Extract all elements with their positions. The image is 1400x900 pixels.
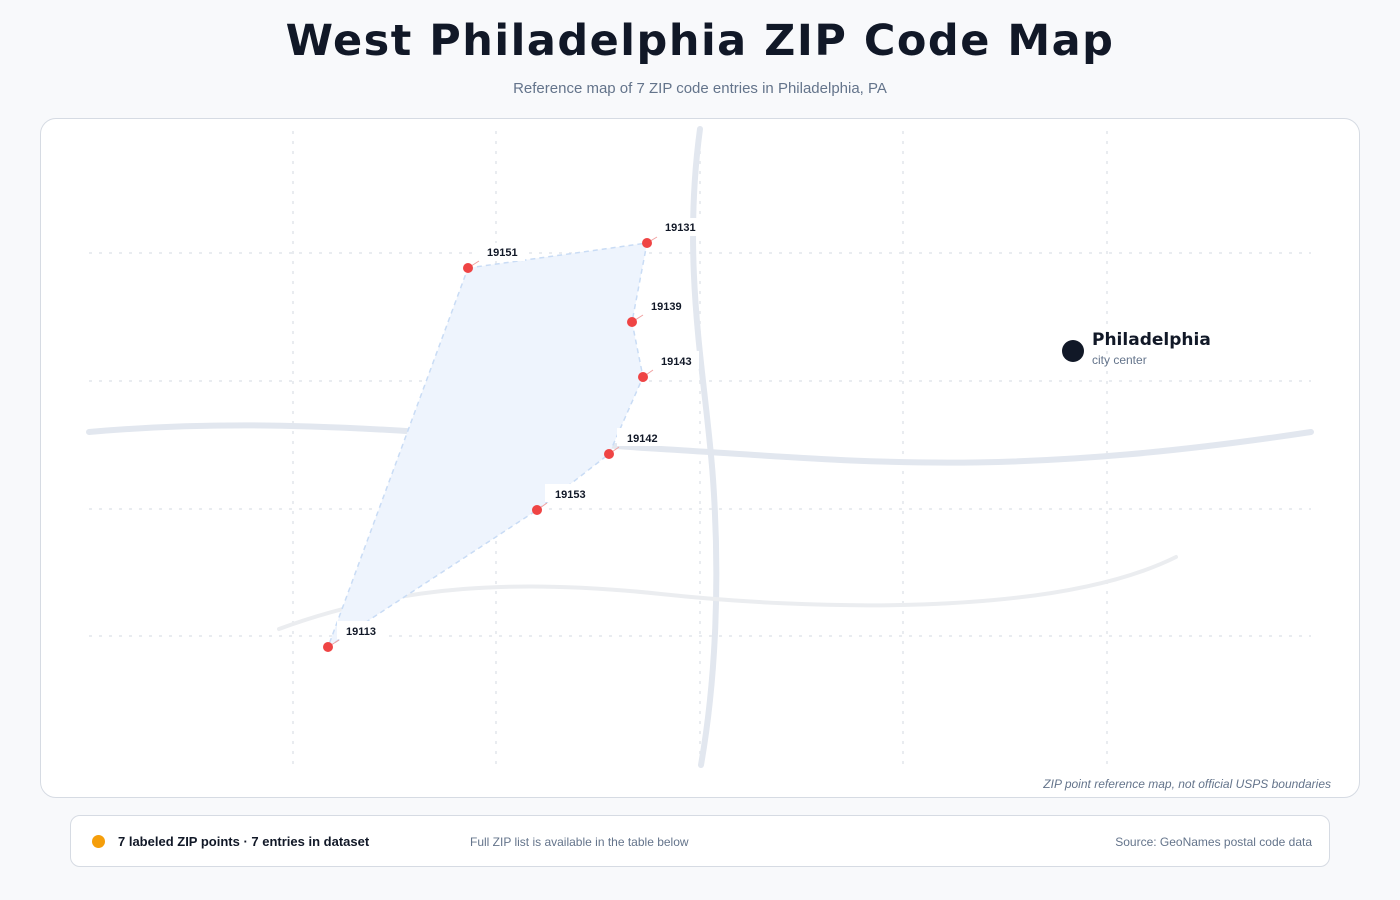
zip-label-bg	[641, 296, 689, 314]
zip-label-bg	[617, 428, 665, 446]
legend-swatch	[92, 835, 105, 848]
zip-markers[interactable]: 19131 19151 19139 19143	[323, 218, 703, 652]
zip-point[interactable]: 19142	[604, 428, 665, 459]
map-panel[interactable]: 19131 19151 19139 19143	[40, 118, 1360, 798]
road-north-south	[690, 126, 720, 768]
zip-label: 19151	[487, 247, 518, 259]
zip-point[interactable]: 19139	[627, 296, 689, 327]
zip-marker[interactable]	[463, 263, 473, 273]
zip-label: 19139	[651, 301, 682, 313]
road-east-west	[86, 422, 1314, 466]
map-disclaimer: ZIP point reference map, not official US…	[1043, 777, 1331, 791]
zip-label-bg	[651, 351, 699, 369]
source-credit: Source: GeoNames postal code data	[1115, 835, 1312, 849]
zip-label-bg	[655, 218, 703, 236]
zip-marker[interactable]	[323, 642, 333, 652]
zip-list-note: Full ZIP list is available in the table …	[470, 835, 689, 849]
zip-point[interactable]: 19143	[638, 351, 699, 382]
page-subtitle: Reference map of 7 ZIP code entries in P…	[513, 80, 887, 97]
zip-point[interactable]: 19131	[642, 218, 703, 248]
zip-label: 19142	[627, 433, 658, 445]
zip-point[interactable]: 19113	[323, 621, 385, 652]
zip-marker[interactable]	[532, 505, 542, 515]
city-name: Philadelphia	[1092, 330, 1211, 350]
legend-bar: 7 labeled ZIP points · 7 entries in data…	[70, 815, 1330, 867]
zip-point[interactable]: 19151	[463, 243, 525, 273]
city-marker[interactable]	[1062, 340, 1084, 362]
zip-label-bg	[545, 484, 593, 502]
zip-marker[interactable]	[627, 317, 637, 327]
zip-marker[interactable]	[604, 449, 614, 459]
zip-label: 19143	[661, 356, 692, 368]
zip-label-bg	[477, 243, 525, 261]
zip-label: 19113	[346, 626, 376, 638]
zip-marker[interactable]	[642, 238, 652, 248]
map-canvas[interactable]: 19131 19151 19139 19143	[41, 119, 1359, 797]
coverage-area	[326, 242, 648, 649]
city-subtitle: city center	[1092, 353, 1147, 367]
city-marker-group[interactable]: Philadelphia city center	[1062, 330, 1211, 367]
zip-marker[interactable]	[638, 372, 648, 382]
zip-label: 19131	[665, 222, 696, 234]
page-title: West Philadelphia ZIP Code Map	[285, 16, 1115, 66]
zip-label: 19153	[555, 489, 586, 501]
legend-label: 7 labeled ZIP points · 7 entries in data…	[118, 834, 370, 849]
zip-label-bg	[337, 621, 385, 639]
zip-point[interactable]: 19153	[532, 484, 593, 515]
